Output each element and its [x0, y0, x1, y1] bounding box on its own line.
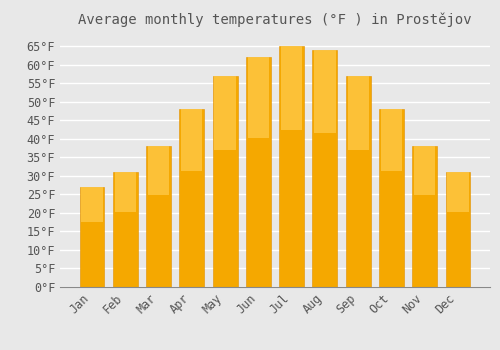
Bar [412, 146, 437, 287]
Bar [113, 172, 138, 287]
Bar [148, 146, 169, 195]
Bar [312, 50, 338, 287]
Bar [82, 187, 102, 222]
Bar [379, 109, 404, 287]
Bar [212, 76, 238, 287]
Bar [246, 57, 271, 287]
Bar [381, 109, 402, 172]
Bar [346, 76, 370, 287]
Bar [348, 76, 369, 150]
Bar [446, 172, 470, 287]
Bar [146, 146, 171, 287]
Bar [281, 46, 302, 131]
Bar [114, 172, 136, 212]
Bar [314, 50, 336, 133]
Bar [180, 109, 204, 287]
Bar [80, 187, 104, 287]
Bar [279, 46, 304, 287]
Bar [414, 146, 436, 195]
Bar [214, 76, 236, 150]
Title: Average monthly temperatures (°F ) in Prostějov: Average monthly temperatures (°F ) in Pr… [78, 12, 472, 27]
Bar [448, 172, 468, 212]
Bar [181, 109, 203, 172]
Bar [248, 57, 269, 138]
